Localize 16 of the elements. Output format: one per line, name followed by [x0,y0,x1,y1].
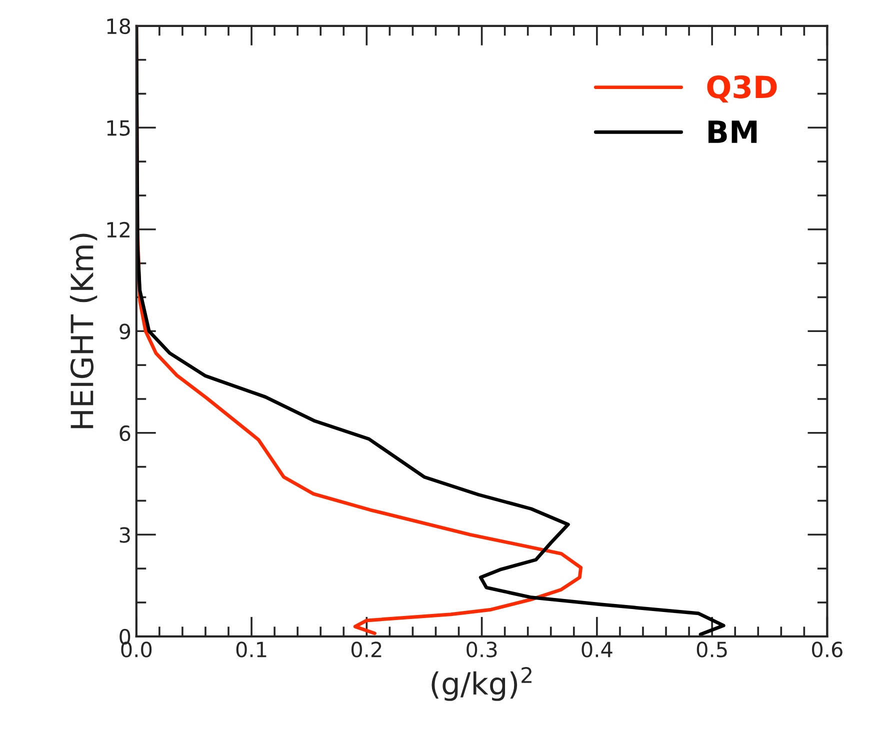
x-tick-label: 0.1 [236,642,266,658]
y-tick-label: 12 [107,222,130,238]
y-tick-label: 6 [120,425,130,442]
x-tick-label: 0.3 [466,642,497,658]
y-tick-label: 3 [120,527,130,543]
y-tick-label: 15 [107,120,130,136]
x-tick-label: 0.2 [351,642,382,658]
x-axis-title: (g/kg)$^{2}$ [432,666,532,701]
y-axis-title: HEIGHT (Km) [70,234,98,428]
x-tick-label: 0.5 [696,642,727,658]
x-tick-label: 0.6 [812,642,842,658]
y-tick-label: 9 [120,324,130,340]
legend-label: Q3D [707,75,777,102]
y-tick-label: 18 [107,18,130,34]
legend-label: BM [708,120,757,143]
x-tick-label: 0.4 [582,642,612,658]
